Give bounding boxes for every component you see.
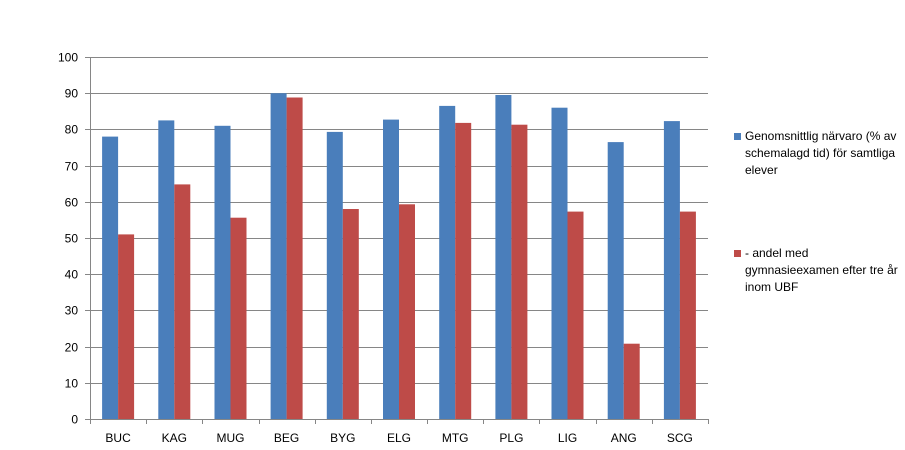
- bar: [326, 131, 343, 419]
- bar: [495, 95, 512, 419]
- bar: [679, 211, 696, 419]
- legend-swatch-graduation: [734, 250, 741, 257]
- bar: [607, 142, 624, 419]
- bar: [663, 121, 680, 419]
- legend-swatch-attendance: [734, 133, 741, 140]
- bar: [567, 211, 584, 419]
- y-tick-label: 100: [58, 51, 78, 65]
- bar: [214, 125, 231, 420]
- y-tick-label: 60: [65, 196, 79, 210]
- y-tick-label: 10: [65, 377, 79, 391]
- y-tick-label: 0: [71, 413, 78, 427]
- y-axis-ticks: 0 10 20 30 40 50 60 70 80 90 100: [58, 51, 90, 427]
- x-tick-label: LIG: [558, 431, 577, 445]
- bar: [511, 124, 528, 419]
- y-tick-label: 50: [65, 232, 79, 246]
- bar: [439, 105, 456, 420]
- legend-item-attendance: Genomsnittlig närvaro (% av schemalagd t…: [734, 128, 899, 179]
- bar: [551, 107, 568, 419]
- legend-item-graduation: - andel med gymnasieexamen efter tre år …: [734, 245, 899, 296]
- legend-label-graduation: - andel med gymnasieexamen efter tre år …: [745, 246, 898, 294]
- x-tick-label: BYG: [330, 431, 355, 445]
- bar: [399, 204, 415, 419]
- bar: [383, 119, 399, 419]
- x-tick-label: MTG: [442, 431, 469, 445]
- x-tick-label: MUG: [217, 431, 245, 445]
- legend: Genomsnittlig närvaro (% av schemalagd t…: [734, 128, 899, 296]
- bar: [286, 97, 303, 419]
- bars: [102, 93, 696, 420]
- y-tick-label: 40: [65, 268, 79, 282]
- x-tick-label: KAG: [162, 431, 187, 445]
- y-tick-label: 80: [65, 123, 79, 137]
- x-axis-ticks: BUC KAG MUG BEG BYG ELG MTG PLG LIG ANG SCG: [90, 419, 709, 445]
- bar: [230, 217, 247, 419]
- x-tick-label: SCG: [667, 431, 693, 445]
- axes: [90, 57, 708, 420]
- bar: [174, 184, 191, 419]
- bar: [158, 120, 175, 420]
- x-tick-label: ELG: [387, 431, 411, 445]
- bar: [455, 122, 472, 420]
- bar: [270, 93, 287, 419]
- bar: [102, 136, 119, 419]
- bar: [118, 234, 135, 419]
- legend-label-attendance: Genomsnittlig närvaro (% av schemalagd t…: [745, 129, 897, 177]
- y-tick-label: 70: [65, 160, 79, 174]
- bar: [623, 343, 640, 419]
- x-tick-label: BUC: [105, 431, 131, 445]
- y-tick-label: 30: [65, 304, 79, 318]
- x-tick-label: PLG: [499, 431, 523, 445]
- y-tick-label: 90: [65, 87, 79, 101]
- y-tick-label: 20: [65, 341, 79, 355]
- x-tick-label: ANG: [611, 431, 637, 445]
- bar: [342, 209, 359, 419]
- x-tick-label: BEG: [274, 431, 299, 445]
